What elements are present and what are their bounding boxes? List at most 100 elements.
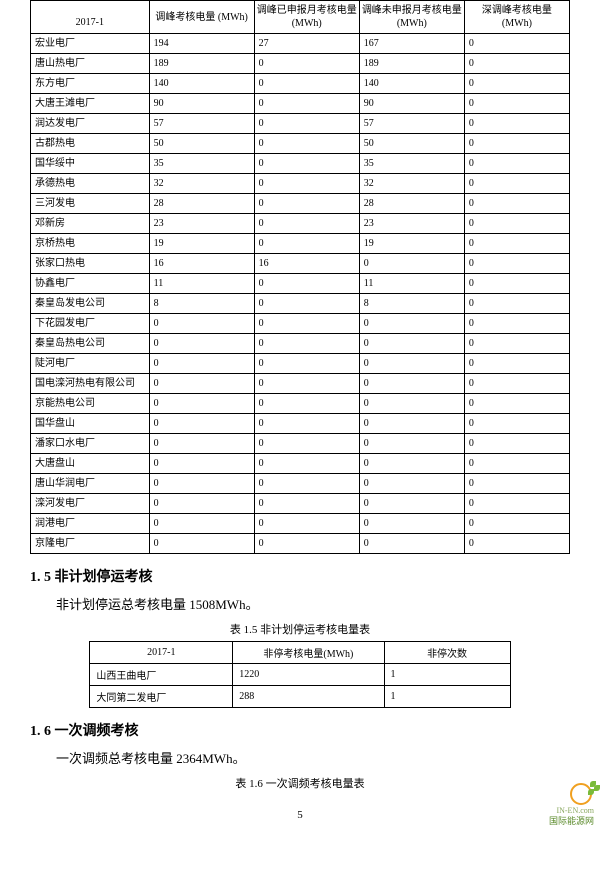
value-cell: 0	[464, 454, 569, 474]
value-cell: 0	[254, 414, 359, 434]
value-cell: 0	[464, 234, 569, 254]
table-1-6-caption: 表 1.6 一次调频考核电量表	[30, 775, 570, 791]
globe-leaf-icon	[570, 783, 592, 805]
value-cell: 35	[359, 154, 464, 174]
table-row: 邓新房230230	[31, 214, 570, 234]
value-cell: 11	[359, 274, 464, 294]
peak-assessment-table: 2017-1 调峰考核电量 (MWh) 调峰已申报月考核电量(MWh) 调峰未申…	[30, 0, 570, 554]
value-cell: 0	[464, 74, 569, 94]
value-cell: 0	[149, 414, 254, 434]
plant-name-cell: 滦河发电厂	[31, 494, 150, 514]
table-row: 协鑫电厂110110	[31, 274, 570, 294]
col-header-3: 调峰未申报月考核电量(MWh)	[359, 1, 464, 34]
plant-name-cell: 东方电厂	[31, 74, 150, 94]
plant-name-cell: 下花园发电厂	[31, 314, 150, 334]
value-cell: 11	[149, 274, 254, 294]
section-1-6-text: 一次调频总考核电量 2364MWh。	[30, 748, 570, 767]
table-row: 大唐盘山0000	[31, 454, 570, 474]
value-cell: 0	[254, 154, 359, 174]
plant-name-cell: 三河发电	[31, 194, 150, 214]
plant-name-cell: 国华盘山	[31, 414, 150, 434]
table-row: 宏业电厂194271670	[31, 34, 570, 54]
value-cell: 0	[464, 114, 569, 134]
table-row: 润达发电厂570570	[31, 114, 570, 134]
value-cell: 90	[149, 94, 254, 114]
plant-name-cell: 国华绥中	[31, 154, 150, 174]
value-cell: 0	[359, 474, 464, 494]
section-1-5-heading: 1. 5 非计划停运考核	[30, 566, 570, 586]
value-cell: 90	[359, 94, 464, 114]
value-cell: 0	[464, 154, 569, 174]
value-cell: 0	[464, 54, 569, 74]
value-cell: 0	[464, 374, 569, 394]
plant-name-cell: 潘家口水电厂	[31, 434, 150, 454]
value-cell: 0	[149, 374, 254, 394]
table-1-5-caption: 表 1.5 非计划停运考核电量表	[30, 621, 570, 637]
plant-name-cell: 秦皇岛发电公司	[31, 294, 150, 314]
plant-name-cell: 承德热电	[31, 174, 150, 194]
value-cell: 0	[149, 394, 254, 414]
value-cell: 28	[359, 194, 464, 214]
table-row: 张家口热电161600	[31, 254, 570, 274]
value-cell: 0	[149, 334, 254, 354]
value-cell: 0	[464, 474, 569, 494]
page-number: 5	[30, 809, 570, 821]
value-cell: 0	[359, 354, 464, 374]
value-cell: 0	[464, 314, 569, 334]
value-cell: 0	[149, 454, 254, 474]
plant-name-cell: 古郡热电	[31, 134, 150, 154]
value-cell: 0	[254, 334, 359, 354]
value-cell: 0	[254, 474, 359, 494]
value-cell: 0	[464, 94, 569, 114]
watermark-en: IN-EN.com	[549, 805, 594, 816]
table-row: 秦皇岛发电公司8080	[31, 294, 570, 314]
plant-name-cell: 唐山华润电厂	[31, 474, 150, 494]
table-row: 京隆电厂0000	[31, 534, 570, 554]
section-1-5-text: 非计划停运总考核电量 1508MWh。	[30, 594, 570, 613]
value-cell: 0	[464, 134, 569, 154]
value-cell: 57	[359, 114, 464, 134]
value-cell: 0	[359, 254, 464, 274]
plant-name-cell: 京隆电厂	[31, 534, 150, 554]
value-cell: 189	[149, 54, 254, 74]
plant-name-cell: 宏业电厂	[31, 34, 150, 54]
value-cell: 189	[359, 54, 464, 74]
value-cell: 19	[149, 234, 254, 254]
value-cell: 0	[359, 414, 464, 434]
value-cell: 8	[149, 294, 254, 314]
value-cell: 0	[149, 514, 254, 534]
plant-name-cell: 邓新房	[31, 214, 150, 234]
value-cell: 0	[464, 214, 569, 234]
value-cell: 0	[254, 174, 359, 194]
table-row: 承德热电320320	[31, 174, 570, 194]
value-cell: 0	[254, 134, 359, 154]
value-cell: 50	[359, 134, 464, 154]
value-cell: 1	[384, 686, 510, 708]
table-row: 国华绥中350350	[31, 154, 570, 174]
value-cell: 288	[233, 686, 384, 708]
value-cell: 0	[359, 314, 464, 334]
value-cell: 0	[254, 294, 359, 314]
value-cell: 0	[359, 374, 464, 394]
value-cell: 1220	[233, 664, 384, 686]
value-cell: 0	[254, 214, 359, 234]
col-header-1: 非停考核电量(MWh)	[233, 642, 384, 664]
value-cell: 16	[254, 254, 359, 274]
value-cell: 0	[464, 414, 569, 434]
value-cell: 194	[149, 34, 254, 54]
value-cell: 0	[149, 474, 254, 494]
value-cell: 0	[254, 314, 359, 334]
value-cell: 32	[149, 174, 254, 194]
value-cell: 50	[149, 134, 254, 154]
value-cell: 0	[149, 314, 254, 334]
value-cell: 0	[254, 354, 359, 374]
plant-name-cell: 京桥热电	[31, 234, 150, 254]
value-cell: 8	[359, 294, 464, 314]
table-row: 唐山热电厂18901890	[31, 54, 570, 74]
value-cell: 0	[464, 434, 569, 454]
watermark-logo: IN-EN.com 国际能源网	[549, 783, 594, 827]
table-row: 国电滦河热电有限公司0000	[31, 374, 570, 394]
value-cell: 0	[464, 354, 569, 374]
plant-name-cell: 国电滦河热电有限公司	[31, 374, 150, 394]
plant-name-cell: 协鑫电厂	[31, 274, 150, 294]
